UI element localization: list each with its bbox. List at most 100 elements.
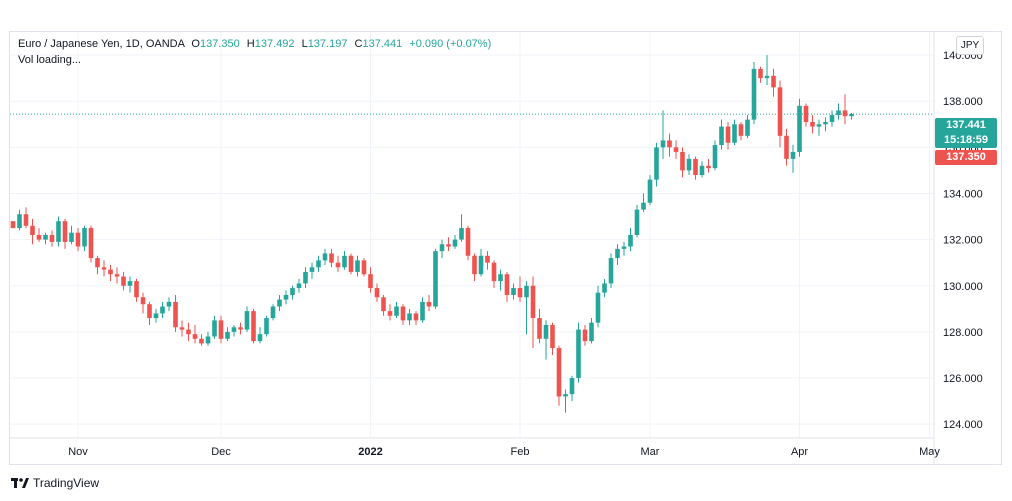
candle-body [498, 274, 503, 282]
candle-body [719, 126, 724, 146]
candle-body [764, 75, 770, 79]
candle-body [335, 262, 341, 268]
candle-body [270, 306, 276, 319]
last-price-tag: 137.441 15:18:59 [935, 118, 997, 148]
candle-body [615, 248, 620, 259]
candle-body [641, 202, 646, 210]
candle-body [10, 221, 16, 229]
candle-body [608, 258, 614, 284]
candle-body [82, 228, 87, 247]
candle-body [777, 87, 783, 136]
tradingview-logo-icon [11, 478, 29, 488]
candle-body [426, 301, 432, 307]
candle-body [394, 306, 399, 316]
candle-body [160, 306, 165, 314]
y-tick-label: 130.000 [943, 281, 983, 293]
candle-body [23, 214, 29, 226]
candle-body [309, 267, 315, 272]
candle-body [381, 297, 386, 312]
high-value: 137.492 [254, 38, 295, 50]
y-tick-label: 126.000 [943, 373, 983, 385]
candle-body [88, 228, 94, 259]
candle-body [693, 158, 698, 176]
candle-body [563, 394, 568, 397]
candle-body [277, 299, 282, 307]
candle-body [199, 338, 204, 344]
candle-body [459, 228, 464, 240]
candle-body [699, 165, 705, 176]
candle-body [517, 288, 523, 298]
chart-frame[interactable] [9, 31, 1002, 465]
change-value: +0.090 (+0.07%) [409, 38, 492, 50]
candle-body [166, 301, 172, 307]
open-label: O [191, 38, 200, 50]
candle-body [231, 327, 237, 332]
open-price-tag: 137.350 [935, 150, 997, 165]
candle-body [680, 151, 685, 171]
candle-body [400, 306, 406, 321]
candle-body [647, 179, 653, 203]
candle-body [62, 221, 68, 242]
candle-body [446, 244, 451, 247]
symbol-legend: Euro / Japanese Yen, 1D, OANDA O137.350 … [18, 37, 491, 52]
candle-body [290, 288, 295, 295]
candle-body [810, 121, 815, 127]
countdown-timer: 15:18:59 [943, 134, 989, 146]
brand-label: TradingView [33, 476, 100, 490]
candle-body [491, 262, 497, 282]
candle-body [790, 151, 796, 159]
candle-body [576, 329, 581, 379]
x-tick-label: 2022 [358, 446, 382, 458]
x-tick-label: Mar [641, 446, 660, 458]
tradingview-brand[interactable]: TradingView [11, 476, 99, 490]
candle-body [823, 121, 828, 125]
candle-body [667, 140, 672, 148]
candle-body [69, 232, 74, 242]
candle-body [439, 244, 445, 252]
y-tick-label: 134.000 [943, 188, 983, 200]
candle-body [134, 281, 139, 298]
candle-body [745, 119, 750, 136]
candle-body [628, 235, 633, 247]
candle-body [114, 274, 120, 277]
x-tick-label: Feb [511, 446, 530, 458]
candle-body [342, 255, 347, 268]
candle-body [56, 221, 61, 242]
candle-body [712, 145, 718, 169]
candle-body [478, 255, 484, 275]
candle-body [101, 267, 107, 270]
candle-body [738, 124, 744, 136]
candle-body [673, 147, 679, 152]
candle-body [95, 258, 100, 268]
candle-body [732, 124, 737, 143]
candle-body [537, 318, 542, 339]
candle-body [329, 253, 334, 263]
y-tick-label: 124.000 [943, 419, 983, 431]
candle-body [797, 105, 802, 152]
candle-body [147, 304, 152, 319]
candle-body [686, 158, 692, 171]
candle-body [569, 378, 575, 395]
candle-body [602, 283, 607, 293]
candle-body [556, 348, 562, 397]
currency-button[interactable]: JPY [956, 36, 984, 55]
candle-body [257, 334, 263, 342]
candle-body [244, 311, 250, 330]
candle-body [816, 124, 822, 127]
low-value: 137.197 [307, 38, 348, 50]
candle-body [524, 285, 529, 298]
candle-body [452, 239, 458, 247]
candle-body [316, 260, 321, 268]
candle-body [218, 320, 224, 339]
candle-body [264, 318, 269, 335]
candle-body [17, 214, 22, 229]
candle-body [771, 75, 776, 88]
candle-body [43, 235, 48, 240]
candle-body [153, 313, 159, 319]
candle-body [465, 228, 471, 256]
candle-body [784, 135, 789, 159]
candle-body [511, 288, 516, 295]
candle-body [589, 322, 594, 342]
y-tick-label: 132.000 [943, 235, 983, 247]
